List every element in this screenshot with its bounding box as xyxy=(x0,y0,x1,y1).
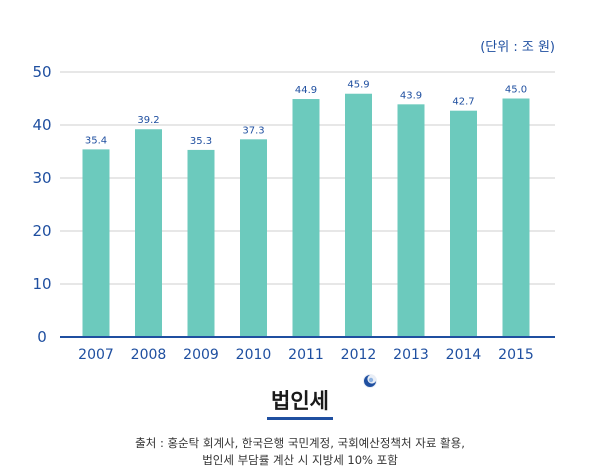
data-label: 35.4 xyxy=(85,135,107,146)
y-tick-label: 0 xyxy=(37,328,47,346)
bar xyxy=(345,93,372,337)
x-tick-label: 2012 xyxy=(341,347,377,363)
bar-chart: (단위 : 조 원) 0 10 20 30 40 50 35.4 2007 39.2 2008 35… xyxy=(32,40,555,363)
data-label: 35.3 xyxy=(190,136,212,147)
y-tick-label: 10 xyxy=(32,275,51,293)
x-tick-label: 2010 xyxy=(236,347,272,363)
y-tick-label: 20 xyxy=(32,222,51,240)
source-line-1: 출처 : 홍순탁 회계사, 한국은행 국민계정, 국회예산정책처 자료 활용, xyxy=(135,436,465,450)
data-label: 37.3 xyxy=(242,125,264,136)
data-label: 45.9 xyxy=(347,80,369,91)
y-tick-label: 50 xyxy=(32,63,51,81)
x-tick-label: 2015 xyxy=(498,347,534,363)
data-label: 43.9 xyxy=(400,90,422,101)
bar xyxy=(502,98,530,337)
unit-label: (단위 : 조 원) xyxy=(480,40,555,55)
bar xyxy=(82,149,110,337)
chart-title-block: 법인세 xyxy=(0,388,600,420)
x-tick-label: 2008 xyxy=(131,347,167,363)
bar xyxy=(292,99,320,337)
bar xyxy=(187,149,215,337)
y-tick-label: 40 xyxy=(32,116,51,134)
source-line-2: 법인세 부담률 계산 시 지방세 10% 포함 xyxy=(202,453,398,467)
chart-title: 법인세 xyxy=(267,388,333,420)
bar xyxy=(240,139,267,337)
x-tick-label: 2014 xyxy=(446,347,482,363)
bar xyxy=(135,129,162,337)
x-tick-label: 2013 xyxy=(393,347,429,363)
data-label: 45.0 xyxy=(505,85,527,96)
bars xyxy=(82,93,530,337)
source-note: 출처 : 홍순탁 회계사, 한국은행 국민계정, 국회예산정책처 자료 활용, … xyxy=(0,435,600,469)
emblem-icon xyxy=(363,374,377,388)
labels: 0 10 20 30 40 50 35.4 2007 39.2 2008 35.3 2009 37.3 2… xyxy=(32,63,533,363)
data-label: 39.2 xyxy=(137,115,159,126)
data-label: 42.7 xyxy=(452,97,474,108)
bar xyxy=(450,110,477,337)
bar xyxy=(397,104,425,337)
y-tick-label: 30 xyxy=(32,169,51,187)
x-tick-label: 2009 xyxy=(183,347,219,363)
x-tick-label: 2011 xyxy=(288,347,324,363)
x-tick-label: 2007 xyxy=(78,347,114,363)
data-label: 44.9 xyxy=(295,85,317,96)
